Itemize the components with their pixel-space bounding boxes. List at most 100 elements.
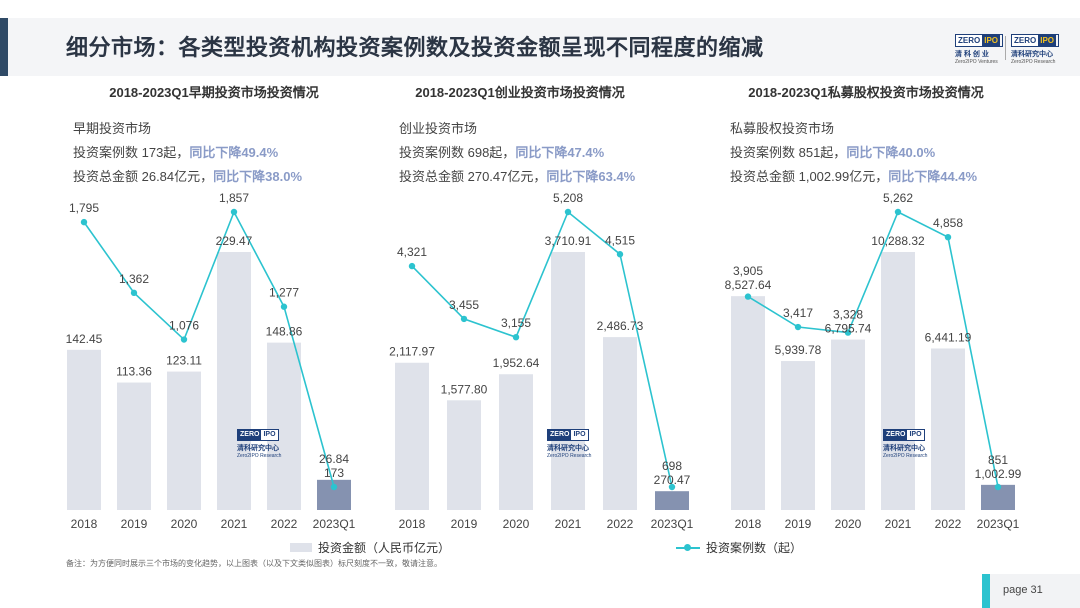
bar-label-2021: 3,710.91 <box>545 234 592 248</box>
legend-line-label: 投资案例数（起） <box>706 541 803 555</box>
info-cases-yoy: 同比下降40.0% <box>846 145 936 160</box>
bar-2020 <box>167 371 201 510</box>
series-line-cases <box>747 210 999 488</box>
bar-label-2018: 8,527.64 <box>725 278 772 292</box>
panel-title-early: 2018-2023Q1早期投资市场投资情况 <box>109 85 319 100</box>
line-label-2020: 3,155 <box>501 316 531 330</box>
zero2ipo-ventures-logo: ZERO IPO 清 科 创 业 Zero2IPO Ventures <box>955 34 1003 65</box>
bar-2023Q1 <box>655 491 689 510</box>
header-band <box>8 18 1080 76</box>
info-market-name: 私募股权投资市场 <box>730 121 835 136</box>
bar-label-2023Q1: 270.47 <box>654 473 691 487</box>
point-2022 <box>944 233 952 241</box>
bar-label-2018: 142.45 <box>66 332 103 346</box>
panel-title-venture: 2018-2023Q1创业投资市场投资情况 <box>415 85 625 100</box>
line-label-2018: 1,795 <box>69 201 99 215</box>
info-amount-yoy: 同比下降38.0% <box>213 169 303 184</box>
bar-label-2019: 5,939.78 <box>775 343 822 357</box>
bar-2022 <box>931 348 965 510</box>
info-cases: 投资案例数 851起， <box>730 145 847 160</box>
legend-line: 投资案例数（起） <box>676 539 802 556</box>
bar-label-2020: 1,952.64 <box>493 356 540 370</box>
point-2023Q1 <box>994 483 1002 491</box>
panel-title-pe: 2018-2023Q1私募股权投资市场投资情况 <box>748 85 984 100</box>
x-tick-2020: 2020 <box>171 517 198 531</box>
point-2021 <box>564 208 572 216</box>
line-label-2022: 1,277 <box>269 286 299 300</box>
bar-2020 <box>499 374 533 510</box>
line-label-2023Q1: 851 <box>988 453 1008 467</box>
legend-line-swatch <box>676 543 700 552</box>
bar-2018 <box>67 349 101 510</box>
bar-label-2022: 148.86 <box>266 325 303 339</box>
zero2ipo-research-logo: ZERO IPO 清科研究中心 Zero2IPO Research <box>1011 34 1059 65</box>
x-tick-2021: 2021 <box>555 517 582 531</box>
page-number-accent <box>982 574 990 608</box>
line-label-2019: 1,362 <box>119 272 149 286</box>
point-2019 <box>460 315 468 323</box>
page-title: 细分市场：各类型投资机构投资案例数及投资金额呈现不同程度的缩减 <box>66 35 764 60</box>
bar-label-2019: 113.36 <box>116 365 152 379</box>
legend-bar: 投资金额（人民币亿元） <box>290 539 450 556</box>
x-tick-2022: 2022 <box>607 517 634 531</box>
line-label-2019: 3,417 <box>783 306 813 320</box>
point-2022 <box>280 303 288 310</box>
line-label-2021: 5,208 <box>553 191 583 205</box>
info-amount: 投资总金额 26.84亿元， <box>73 169 214 184</box>
line-label-2023Q1: 173 <box>324 466 344 480</box>
point-2020 <box>512 333 520 341</box>
point-2023Q1 <box>330 483 338 491</box>
series-line-cases <box>411 210 673 488</box>
bar-label-2023Q1: 1,002.99 <box>975 467 1022 481</box>
line-label-2018: 3,905 <box>733 264 763 278</box>
bar-2020 <box>831 339 865 510</box>
point-2019 <box>794 323 802 331</box>
legend-bar-swatch <box>290 543 312 552</box>
bar-label-2019: 1,577.80 <box>441 382 488 396</box>
x-tick-2023Q1: 2023Q1 <box>651 517 694 531</box>
bar-2022 <box>267 342 301 510</box>
bar-label-2020: 123.11 <box>166 354 202 368</box>
info-cases: 投资案例数 698起， <box>399 145 516 160</box>
bar-2018 <box>395 362 429 510</box>
x-tick-2021: 2021 <box>221 517 248 531</box>
point-2020 <box>844 329 852 336</box>
info-market-name: 早期投资市场 <box>73 121 152 136</box>
line-label-2019: 3,455 <box>449 298 479 312</box>
bar-2021 <box>881 252 915 510</box>
x-tick-2023Q1: 2023Q1 <box>977 517 1020 531</box>
x-tick-2019: 2019 <box>121 517 148 531</box>
info-amount-yoy: 同比下降44.4% <box>888 169 978 184</box>
bar-2021 <box>217 252 251 510</box>
info-pe: 私募股权投资市场 投资案例数 851起，同比下降40.0% 投资总金额 1,00… <box>730 117 977 189</box>
watermark-logo-venture: ZERO IPO 清科研究中心 Zero2IPO Research <box>547 429 592 459</box>
x-tick-2020: 2020 <box>835 517 862 531</box>
line-label-2021: 1,857 <box>219 191 249 205</box>
watermark-logo-early: ZERO IPO 清科研究中心 Zero2IPO Research <box>237 429 282 459</box>
point-2021 <box>230 208 238 216</box>
bar-2018 <box>731 296 765 510</box>
info-venture: 创业投资市场 投资案例数 698起，同比下降47.4% 投资总金额 270.47… <box>399 117 635 189</box>
point-2018 <box>408 262 416 270</box>
bar-2021 <box>551 252 585 510</box>
bar-label-2023Q1: 26.84 <box>319 452 349 466</box>
info-cases-yoy: 同比下降47.4% <box>515 145 605 160</box>
x-tick-2019: 2019 <box>451 517 478 531</box>
header-accent-bar <box>0 18 8 76</box>
x-tick-2019: 2019 <box>785 517 812 531</box>
info-early: 早期投资市场 投资案例数 173起，同比下降49.4% 投资总金额 26.84亿… <box>73 117 302 189</box>
line-label-2022: 4,858 <box>933 216 963 230</box>
bar-label-2021: 229.47 <box>216 234 253 248</box>
info-amount-yoy: 同比下降63.4% <box>546 169 636 184</box>
point-2019 <box>130 289 138 297</box>
bar-label-2018: 2,117.97 <box>389 345 435 359</box>
logo-divider <box>1005 36 1006 60</box>
bar-2019 <box>447 400 481 510</box>
x-tick-2021: 2021 <box>885 517 912 531</box>
bar-label-2022: 6,441.19 <box>925 330 972 344</box>
x-tick-2023Q1: 2023Q1 <box>313 517 356 531</box>
point-2023Q1 <box>668 483 676 491</box>
bar-2022 <box>603 337 637 510</box>
info-market-name: 创业投资市场 <box>399 121 478 136</box>
